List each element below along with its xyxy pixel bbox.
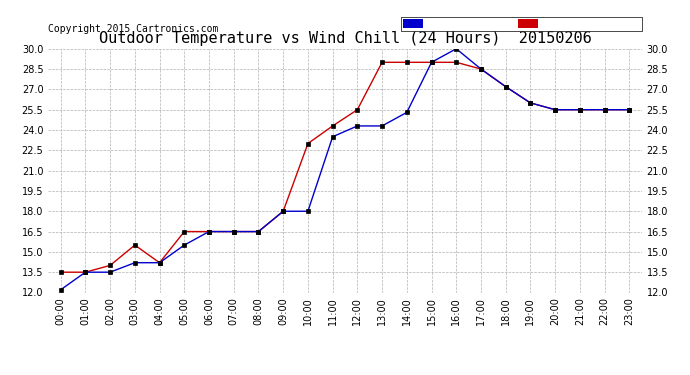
Text: Copyright 2015 Cartronics.com: Copyright 2015 Cartronics.com [48,24,219,34]
Legend: Wind Chill  (°F), Temperature  (°F): Wind Chill (°F), Temperature (°F) [401,17,642,31]
Title: Outdoor Temperature vs Wind Chill (24 Hours)  20150206: Outdoor Temperature vs Wind Chill (24 Ho… [99,31,591,46]
